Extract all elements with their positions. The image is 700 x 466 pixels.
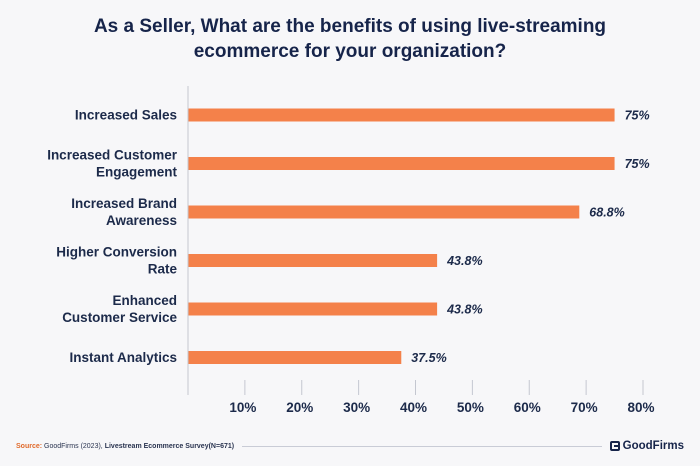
category-label-0: Increased Sales [75, 108, 177, 123]
category-label-4: Enhanced Customer Service [62, 293, 177, 325]
goodfirms-logo-icon [609, 441, 620, 451]
value-label-4: 43.8% [446, 303, 482, 317]
category-labels: Increased Sales Increased Customer Engagem… [47, 108, 178, 366]
chart-title-line-2: ecommerce for your organization? [193, 41, 507, 62]
bar-1 [188, 157, 615, 170]
source-text: GoodFirms (2023), [42, 442, 105, 450]
bar-3 [188, 254, 438, 267]
bar-0 [188, 108, 615, 122]
goodfirms-logo: GoodFirms [609, 440, 684, 452]
source-note: Source: GoodFirms (2023), Livestream Eco… [16, 443, 234, 450]
chart-title: As a Seller, What are the benefits of us… [0, 14, 700, 64]
value-label-0: 75% [625, 109, 650, 123]
bar-2 [188, 205, 580, 219]
bar-5 [188, 351, 402, 364]
value-label-1: 75% [625, 157, 650, 171]
chart-title-line-1: As a Seller, What are the benefits of us… [93, 16, 607, 37]
x-tick-label-7: 80% [627, 400, 654, 415]
value-label-5: 37.5% [411, 351, 446, 365]
footer-divider [242, 445, 602, 447]
source-survey: Livestream Ecommerce Survey(N=671) [104, 442, 235, 450]
x-axis: 10% 20% 30% 40% 50% 60% 70% 80% [187, 86, 655, 415]
x-tick-label-5: 60% [514, 400, 541, 415]
x-tick-label-0: 10% [229, 400, 256, 415]
x-tick-label-2: 30% [343, 400, 370, 415]
footer: Source: GoodFirms (2023), Livestream Eco… [16, 440, 684, 452]
logo-text: GoodFirms [622, 440, 684, 452]
category-label-3: Higher Conversion Rate [56, 245, 177, 277]
x-tick-label-1: 20% [286, 400, 313, 415]
x-tick-label-6: 70% [571, 400, 598, 415]
category-label-2: Increased Brand Awareness [71, 196, 177, 228]
value-labels: 75% 75% 68.8% 43.8% 43.8% 37.5% [411, 109, 649, 366]
value-label-3: 43.8% [446, 254, 482, 268]
category-label-1: Increased Customer Engagement [47, 148, 178, 180]
category-label-5: Instant Analytics [69, 350, 177, 365]
x-tick-label-4: 50% [457, 400, 484, 415]
bar-chart: Increased Sales Increased Customer Engagem… [47, 86, 655, 415]
source-key: Source: [16, 442, 43, 450]
value-label-2: 68.8% [589, 206, 624, 220]
bars-layer [188, 108, 615, 364]
bar-4 [188, 302, 438, 316]
x-tick-label-3: 40% [400, 400, 427, 415]
